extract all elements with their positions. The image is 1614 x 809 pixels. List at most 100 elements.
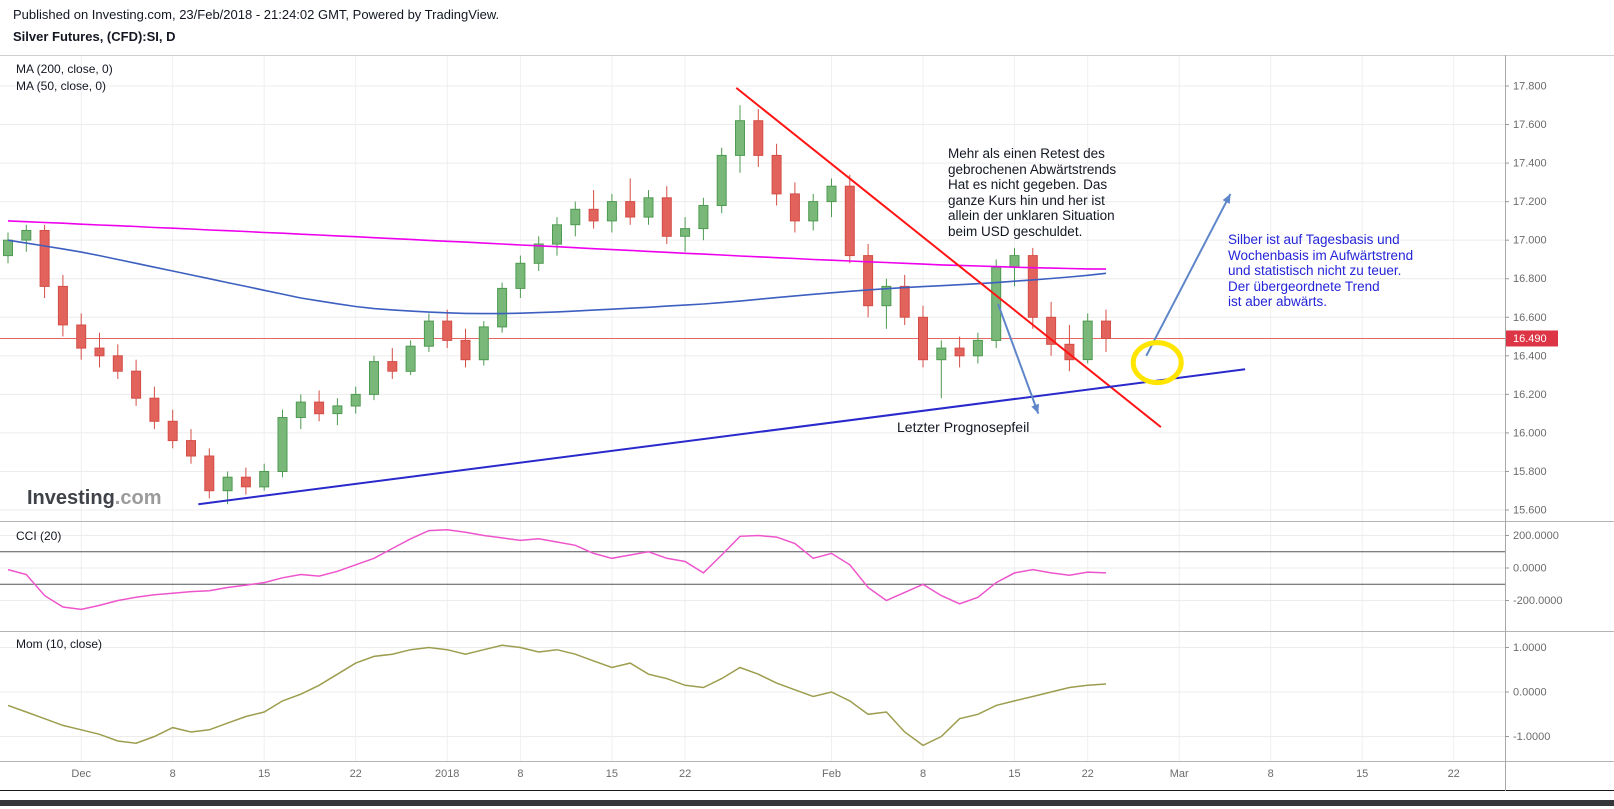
- bottom-bar: [0, 800, 1614, 806]
- candle-body: [259, 471, 270, 488]
- candle-body: [1101, 320, 1111, 339]
- candle-body: [405, 345, 416, 372]
- candle-body: [826, 185, 837, 203]
- support-uptrend-line: [198, 368, 1246, 506]
- candle-body: [515, 262, 526, 289]
- annotation-prognose-label: Letzter Prognosepfeil: [897, 419, 1030, 435]
- axis-tick-label: 17.600: [1513, 119, 1547, 131]
- ma50-line: [7, 239, 1107, 315]
- candle-body: [844, 185, 855, 257]
- candle-body: [698, 205, 709, 230]
- axis-tick-label: 200.0000: [1513, 530, 1559, 542]
- candles: [3, 105, 1111, 505]
- axis-tick-label: 17.000: [1513, 235, 1547, 247]
- candle-body: [112, 355, 123, 372]
- annotation-retest-note: Mehr als einen Retest des gebrochenen Ab…: [948, 146, 1117, 239]
- candle-body: [661, 197, 672, 237]
- price-axis[interactable]: 17.800 17.600 17.400 17.200 17.000 16.800 16.6…: [1505, 81, 1547, 517]
- time-tick-label: Mar: [1170, 768, 1189, 780]
- candle-body: [606, 201, 617, 222]
- highlight-circle: [1130, 340, 1184, 386]
- candle-body: [753, 120, 764, 156]
- candle-body: [39, 230, 50, 287]
- candle-body: [387, 361, 398, 372]
- candle-body: [936, 347, 947, 361]
- legend-ma200: MA (200, close, 0): [16, 62, 113, 76]
- candle-body: [149, 397, 160, 422]
- logo-suffix: .com: [114, 487, 162, 509]
- ma200-line: [7, 220, 1107, 270]
- legend-mom: Mom (10, close): [16, 637, 103, 651]
- candle-body: [716, 154, 727, 206]
- candle-body: [277, 417, 288, 472]
- time-tick-label: 15: [1356, 768, 1368, 780]
- page-title: Silver Futures, (CFD):SI, D: [13, 29, 176, 44]
- legend-cci: CCI (20): [16, 529, 62, 543]
- broken-downtrend-line: [735, 87, 1162, 428]
- candle-body: [643, 197, 654, 218]
- axis-tick-label: -200.0000: [1513, 595, 1563, 607]
- candle-body: [533, 243, 544, 264]
- candle-body: [442, 320, 453, 341]
- mom-line: [7, 644, 1107, 747]
- cci-axis[interactable]: 200.0000 0.0000 -200.0000: [1505, 530, 1563, 607]
- candle-body: [808, 201, 819, 222]
- annotation-trend-note: Silber ist auf Tagesbasis und Wochenbasi…: [1228, 232, 1414, 309]
- candle-body: [1064, 343, 1075, 361]
- time-tick-label: Dec: [71, 768, 91, 780]
- last-price-value: 16.490: [1513, 333, 1547, 345]
- candle-body: [167, 420, 178, 442]
- logo-brand: Investing: [27, 487, 115, 509]
- time-tick-label: 22: [1448, 768, 1460, 780]
- axis-tick-label: 17.800: [1513, 81, 1547, 93]
- legend-ma50: MA (50, close, 0): [16, 79, 107, 93]
- axis-tick-label: 16.800: [1513, 273, 1547, 285]
- panel-frame: [0, 55, 1614, 806]
- candle-body: [1027, 255, 1038, 318]
- candle-body: [76, 324, 87, 349]
- time-tick-label: 15: [1008, 768, 1020, 780]
- candle-body: [1009, 255, 1020, 268]
- candle-body: [680, 228, 691, 237]
- publish-info: Published on Investing.com, 23/Feb/2018 …: [13, 7, 500, 22]
- candle-body: [21, 230, 32, 241]
- candle-body: [478, 326, 489, 361]
- candle-body: [350, 393, 361, 407]
- time-axis[interactable]: Dec 8 15 22 2018 8 15 22 Feb 8 15 22 Mar 8 15 22: [71, 768, 1459, 780]
- candle-body: [881, 285, 892, 307]
- candle-body: [1046, 316, 1057, 345]
- axis-tick-label: 16.000: [1513, 427, 1547, 439]
- candle-body: [899, 285, 910, 318]
- axis-tick-label: -1.0000: [1513, 731, 1550, 743]
- arrowhead-icon: [1031, 403, 1039, 414]
- candle-body: [131, 370, 142, 399]
- candle-body: [186, 440, 196, 457]
- candle-body: [991, 266, 1002, 341]
- gridlines: [0, 56, 1505, 762]
- candle-body: [423, 320, 434, 347]
- axis-tick-label: 17.400: [1513, 158, 1547, 170]
- axis-tick-label: 16.400: [1513, 350, 1547, 362]
- time-tick-label: 8: [170, 768, 176, 780]
- axis-tick-label: 1.0000: [1513, 642, 1547, 654]
- candle-body: [57, 285, 68, 326]
- time-tick-label: 8: [1268, 768, 1274, 780]
- candle-body: [972, 339, 983, 357]
- candle-body: [222, 476, 233, 492]
- axis-tick-label: 17.200: [1513, 196, 1547, 208]
- candle-body: [789, 193, 800, 222]
- candle-body: [204, 455, 215, 492]
- mom-axis[interactable]: 1.0000 0.0000 -1.0000: [1505, 642, 1550, 743]
- time-tick-label: 22: [679, 768, 691, 780]
- candle-body: [94, 347, 105, 357]
- time-tick-label: 22: [350, 768, 362, 780]
- axis-tick-label: 15.600: [1513, 505, 1547, 517]
- cci-line: [7, 529, 1107, 611]
- candle-body: [918, 316, 928, 361]
- candle-body: [3, 239, 13, 257]
- axis-tick-label: 16.200: [1513, 389, 1547, 401]
- candle-body: [588, 208, 599, 222]
- candle-body: [332, 405, 343, 415]
- candle-body: [314, 401, 325, 415]
